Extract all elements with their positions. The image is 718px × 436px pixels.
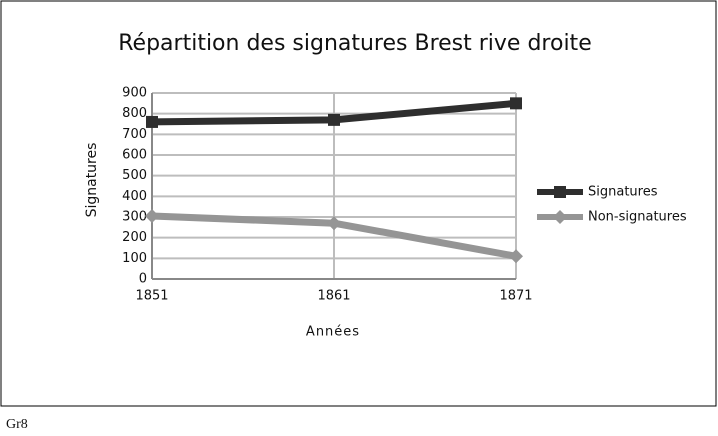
y-tick-label: 500 — [122, 168, 147, 183]
y-tick-label: 400 — [122, 189, 147, 204]
marker — [510, 97, 522, 110]
y-tick-label: 100 — [122, 251, 147, 266]
marker — [146, 115, 158, 128]
caption: Gr8 — [6, 417, 28, 432]
y-tick-label: 0 — [139, 272, 147, 287]
y-axis-label: Signatures — [84, 143, 100, 218]
marker — [328, 113, 340, 126]
y-tick-label: 700 — [122, 127, 147, 142]
chart-title: Répartition des signatures Brest rive dr… — [118, 31, 591, 56]
x-axis-label: Années — [306, 325, 360, 340]
legend-label: Non-signatures — [588, 210, 687, 225]
y-tick-label: 800 — [122, 106, 147, 121]
y-tick-label: 600 — [122, 148, 147, 163]
marker — [553, 210, 567, 224]
y-tick-label: 300 — [122, 210, 147, 225]
marker — [327, 216, 341, 231]
x-tick-label: 1861 — [317, 289, 350, 304]
legend-label: Signatures — [588, 185, 658, 200]
marker — [554, 186, 566, 198]
frame — [0, 0, 717, 407]
y-tick-label: 200 — [122, 230, 147, 245]
y-tick-label: 900 — [122, 86, 147, 101]
marker — [509, 249, 523, 264]
x-tick-label: 1871 — [499, 289, 532, 304]
x-tick-label: 1851 — [135, 289, 168, 304]
marker — [145, 208, 159, 223]
